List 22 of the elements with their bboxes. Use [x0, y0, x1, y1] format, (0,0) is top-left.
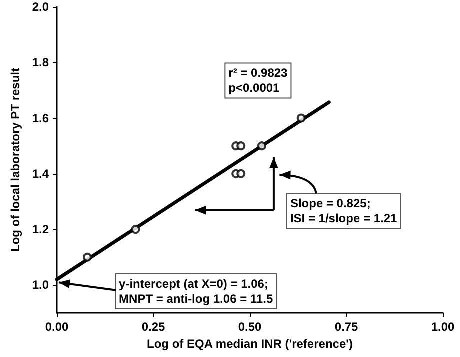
point	[236, 169, 246, 178]
y-tick-label: 1.6	[32, 111, 50, 126]
y-tick-label: 1.0	[32, 278, 50, 292]
point	[296, 114, 306, 123]
x-tick-label: 0.00	[45, 320, 69, 334]
point	[257, 142, 266, 151]
annotation: Slope = 0.825; ISI = 1/slope = 1.21	[290, 196, 398, 226]
y-tick-label: 1.8	[32, 56, 50, 70]
y-tick-label: 1.4	[32, 166, 50, 181]
y-tick-label: 1.2	[32, 222, 50, 237]
y-tick-label: 2.0	[32, 0, 50, 14]
point	[83, 252, 92, 262]
annotation: r² = 0.9823 p<0.0001	[228, 66, 288, 96]
point	[131, 225, 140, 234]
x-tick-label: 1.00	[431, 320, 455, 334]
x-tick-label: 0.50	[238, 320, 262, 334]
x-axis-title: Log of EQA median INR ('reference')	[147, 336, 353, 351]
point	[236, 142, 246, 151]
x-tick-label: 0.25	[142, 320, 166, 334]
y-axis-title: Log of local laboratory PT result	[8, 68, 22, 252]
x-tick-label: 0.75	[334, 320, 358, 334]
annotation: y-intercept (at X=0) = 1.06; MNPT = anti-log 1.06 = 11.5	[119, 276, 274, 306]
